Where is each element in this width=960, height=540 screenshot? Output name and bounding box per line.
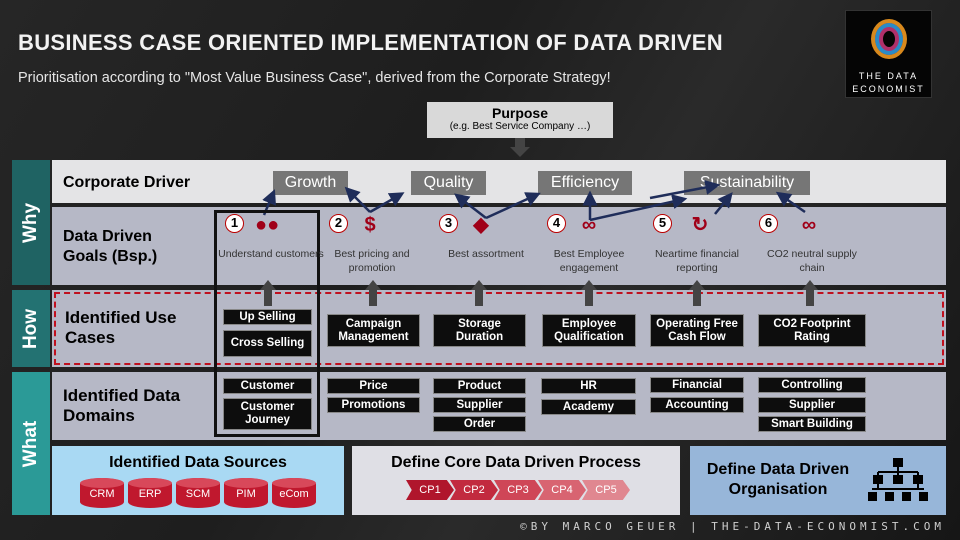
users-money-icon: ●● — [255, 214, 280, 236]
goal-label-4: Best Employee engagement — [553, 248, 625, 274]
up-arrow-6 — [802, 280, 818, 306]
dollar-cycle-icon: ↻ — [691, 214, 709, 236]
up-arrow-4 — [581, 280, 597, 306]
domain-smart-building: Smart Building — [758, 416, 866, 432]
source-erp-label: ERP — [138, 488, 162, 500]
source-pim-label: PIM — [236, 488, 256, 500]
goal-label-1: Understand customers — [218, 248, 324, 260]
goal-label-5: Neartime financial reporting — [654, 248, 740, 274]
corporate-driver-label: Corporate Driver — [63, 174, 191, 191]
connector-3-quality — [454, 193, 487, 219]
source-crm-label: CRM — [89, 488, 115, 500]
goal-label-2: Best pricing and promotion — [334, 248, 410, 274]
use-case-operating-free-cash-flow: Operating Free Cash Flow — [650, 314, 744, 347]
goal-label-3: Best assortment — [448, 248, 524, 260]
use-case-employee-qualification: Employee Qualification — [542, 314, 636, 347]
logo-knot-icon — [871, 19, 907, 59]
process-step-cp5: CP5 — [582, 480, 630, 500]
domain-customer-journey: Customer Journey — [223, 398, 312, 430]
footer-credit: ©BY MARCO GEUER | THE-DATA-ECONOMIST.COM — [520, 520, 945, 533]
domain-order: Order — [433, 416, 526, 432]
purpose-box: Purpose (e.g. Best Service Company …) — [427, 102, 613, 138]
section-how: How — [12, 290, 50, 367]
use-case-up-selling: Up Selling — [223, 309, 312, 325]
section-what: What — [12, 372, 50, 515]
up-arrow-3 — [471, 280, 487, 306]
chain-link-icon: ∞ — [801, 214, 817, 236]
source-scm-label: SCM — [185, 488, 211, 500]
domains-label: Identified Data Domains — [63, 386, 181, 425]
layers-icon: ◆ — [473, 214, 489, 236]
page-title: BUSINESS CASE ORIENTED IMPLEMENTATION OF… — [18, 30, 723, 55]
section-why: Why — [12, 160, 50, 285]
connector-2-growth — [344, 186, 371, 213]
up-arrow-1 — [260, 280, 276, 306]
use-cases-label: Identified Use Cases — [65, 308, 177, 347]
logo-line1: THE DATA — [858, 71, 919, 81]
purpose-title: Purpose — [491, 105, 548, 121]
source-scm: SCM — [176, 478, 220, 508]
domain-academy: Academy — [541, 399, 636, 415]
domain-accounting: Accounting — [650, 397, 744, 413]
process-step-cp2: CP2 — [450, 480, 498, 500]
source-pim: PIM — [224, 478, 268, 508]
organisation-title: Define Data Driven Organisation — [706, 461, 850, 498]
domain-supplier-2: Supplier — [758, 397, 866, 413]
goal-label-6: CO2 neutral supply chain — [767, 248, 857, 274]
driver-quality: Quality — [411, 171, 486, 195]
connector-6-sustainability — [775, 191, 806, 214]
source-erp: ERP — [128, 478, 172, 508]
connector-2-quality — [369, 192, 405, 214]
data-sources-box: Identified Data Sources CRM ERP SCM PIM eCom — [52, 446, 344, 515]
domain-promotions: Promotions — [327, 397, 420, 413]
process-step-cp1: CP1 — [406, 480, 454, 500]
core-process-box: Define Core Data Driven Process CP1 CP2 CP… — [352, 446, 680, 515]
domain-customer: Customer — [223, 378, 312, 394]
purpose-down-arrow — [510, 138, 530, 158]
goal-number-4: 4 — [547, 214, 566, 233]
price-tag-icon: $ — [364, 214, 376, 236]
goals-label: Data Driven Goals (Bsp.) — [63, 228, 158, 265]
up-arrow-5 — [689, 280, 705, 306]
domain-hr: HR — [541, 378, 636, 394]
goal-number-2: 2 — [329, 214, 348, 233]
connector-5-sustainability — [714, 192, 733, 215]
use-case-cross-selling: Cross Selling — [223, 330, 312, 357]
focus-highlight-box — [214, 210, 320, 437]
domain-controlling: Controlling — [758, 377, 866, 393]
domain-price: Price — [327, 378, 420, 394]
driver-growth: Growth — [273, 171, 348, 195]
connector-4-sustainability — [589, 194, 688, 222]
process-step-cp3: CP3 — [494, 480, 542, 500]
goal-number-6: 6 — [759, 214, 778, 233]
domain-financial: Financial — [650, 377, 744, 393]
use-case-storage-duration: Storage Duration — [433, 314, 526, 347]
domain-product: Product — [433, 378, 526, 394]
logo-line2: ECONOMIST — [852, 84, 925, 94]
process-step-cp4: CP4 — [538, 480, 586, 500]
use-case-co2-footprint-rating: CO2 Footprint Rating — [758, 314, 866, 347]
data-sources-title: Identified Data Sources — [109, 454, 287, 471]
org-chart-icon — [868, 458, 928, 501]
logo: THE DATA ECONOMIST — [845, 10, 932, 98]
source-ecom-label: eCom — [279, 488, 309, 500]
purpose-example: (e.g. Best Service Company …) — [449, 121, 591, 132]
source-crm: CRM — [80, 478, 124, 508]
up-arrow-2 — [365, 280, 381, 306]
use-case-campaign-management: Campaign Management — [327, 314, 420, 347]
employees-icon: ∞ — [581, 214, 597, 236]
connector-efficiency-sustainability — [649, 180, 721, 200]
organisation-box: Define Data Driven Organisation — [690, 446, 946, 515]
domain-supplier: Supplier — [433, 397, 526, 413]
goals-row: Data Driven Goals (Bsp.) — [52, 207, 946, 285]
connector-3-efficiency — [485, 192, 541, 220]
goal-number-3: 3 — [439, 214, 458, 233]
goal-number-1: 1 — [225, 214, 244, 233]
core-process-title: Define Core Data Driven Process — [391, 454, 641, 471]
page-subtitle: Prioritisation according to "Most Value … — [18, 70, 611, 86]
goal-number-5: 5 — [653, 214, 672, 233]
source-ecom: eCom — [272, 478, 316, 508]
